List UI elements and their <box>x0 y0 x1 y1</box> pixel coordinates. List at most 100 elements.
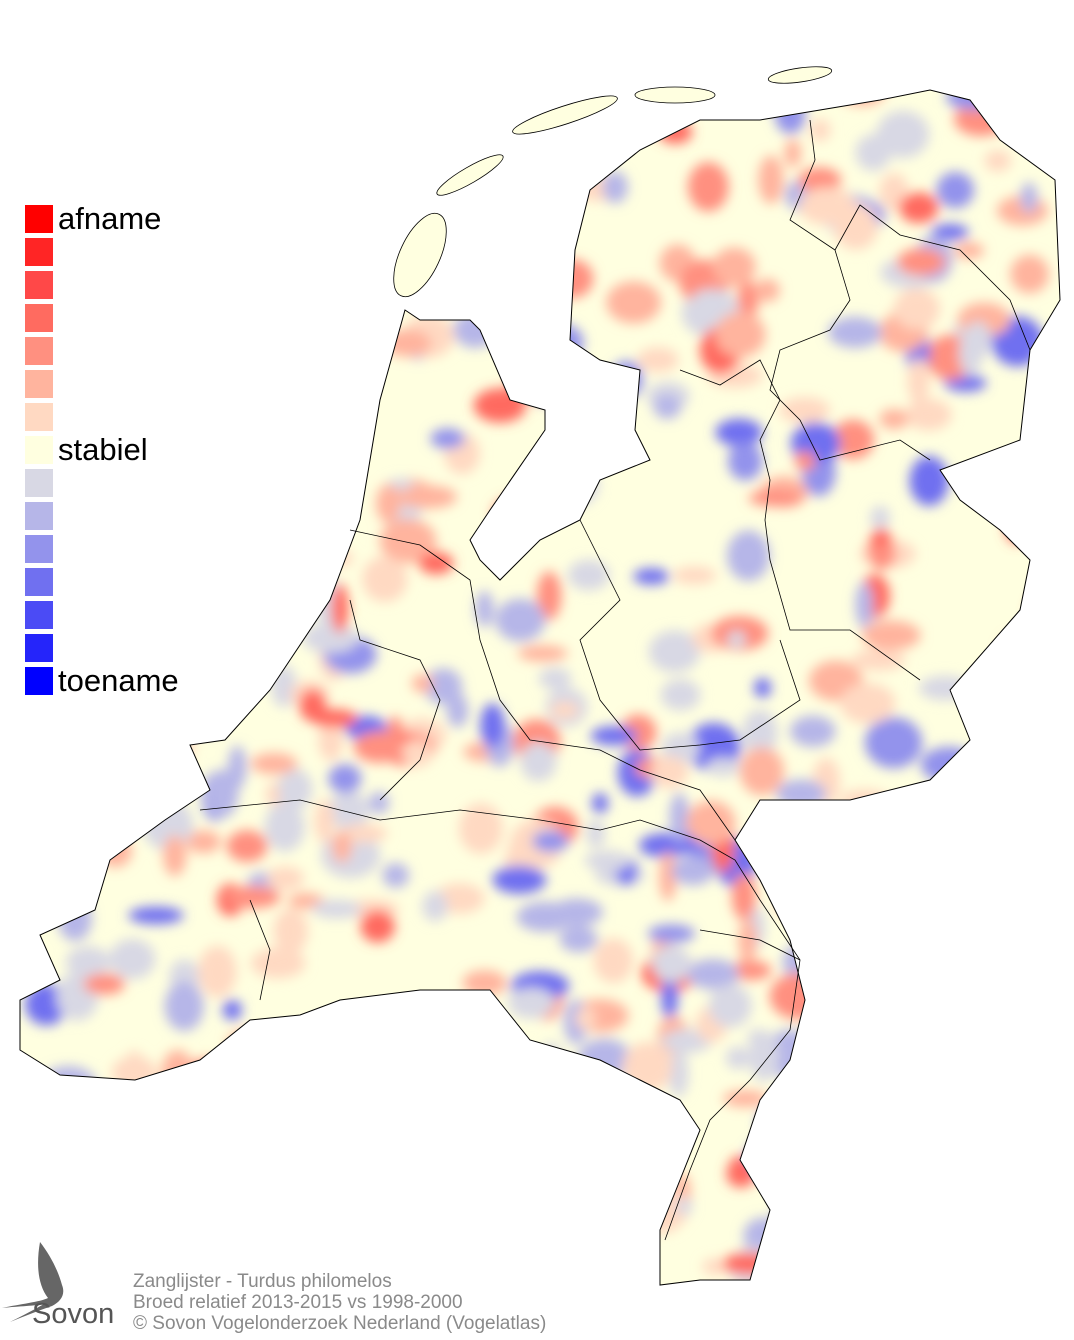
legend-label: toename <box>58 663 179 698</box>
trend-patch <box>871 544 897 567</box>
trend-patch <box>863 863 889 886</box>
trend-patch <box>855 581 874 628</box>
trend-patch <box>419 1019 464 1061</box>
trend-patch <box>905 398 952 431</box>
trend-patch <box>809 1223 829 1246</box>
trend-patch <box>100 358 145 385</box>
trend-patch <box>949 969 972 1017</box>
trend-patch <box>247 366 281 407</box>
trend-patch <box>20 763 71 803</box>
map-caption: Zanglijster - Turdus philomelos Broed re… <box>133 1271 546 1334</box>
trend-patch <box>712 247 756 287</box>
trend-patch <box>536 323 584 362</box>
trend-patch <box>195 338 218 367</box>
trend-patch <box>20 816 54 856</box>
trend-patch <box>161 1049 194 1098</box>
trend-patch <box>422 890 448 922</box>
trend-patch <box>754 278 780 303</box>
trend-patch <box>935 1201 972 1248</box>
trend-patch <box>316 175 337 215</box>
trend-patch <box>104 709 149 730</box>
trend-patch <box>314 799 335 843</box>
trend-patch <box>141 259 160 293</box>
trend-patch <box>507 987 556 1019</box>
trend-patch <box>1004 755 1051 782</box>
trend-patch <box>1028 644 1057 680</box>
trend-patch <box>789 715 836 747</box>
trend-patch <box>493 181 536 207</box>
trend-patch <box>1000 1128 1053 1179</box>
trend-patch <box>20 804 59 828</box>
trend-patch <box>20 808 35 852</box>
trend-patch <box>687 162 729 212</box>
trend-patch <box>784 138 802 168</box>
trend-patch <box>383 329 432 357</box>
trend-patch <box>661 732 700 764</box>
trend-patch <box>328 550 354 567</box>
trend-patch <box>568 1142 591 1167</box>
trend-patch <box>40 179 62 197</box>
trend-patch <box>591 792 609 814</box>
trend-patch <box>610 1222 640 1240</box>
trend-patch <box>1035 336 1060 376</box>
trend-patch <box>449 1040 505 1072</box>
trend-patch <box>862 1160 880 1205</box>
trend-patch <box>650 756 689 789</box>
trend-patch <box>196 1069 228 1122</box>
copyright: © Sovon Vogelonderzoek Nederland (Vogela… <box>133 1313 547 1334</box>
trend-patch <box>108 234 168 252</box>
trend-patch <box>310 708 358 728</box>
trend-patch <box>202 717 223 735</box>
trend-patch <box>169 715 195 767</box>
trend-patch <box>186 830 221 854</box>
trend-patch <box>705 757 740 777</box>
trend-patch <box>164 981 204 1032</box>
legend-swatch <box>25 634 53 662</box>
trend-patch <box>433 285 456 311</box>
trend-patch <box>440 1082 482 1133</box>
trend-patch <box>765 1256 790 1285</box>
trend-patch <box>114 576 174 604</box>
trend-patch <box>360 909 395 943</box>
trend-patch <box>26 743 84 761</box>
trend-patch <box>993 1228 1011 1278</box>
trend-patch <box>302 622 360 654</box>
trend-patch <box>762 1224 813 1248</box>
trend-patch <box>533 382 584 407</box>
trend-patch <box>672 566 717 585</box>
trend-patch <box>158 97 200 131</box>
trend-patch <box>776 779 827 809</box>
trend-patch <box>671 856 715 886</box>
trend-patch <box>999 630 1060 674</box>
trend-patch <box>567 559 610 591</box>
trend-patch <box>177 562 207 592</box>
trend-patch <box>239 394 262 439</box>
trend-patch <box>549 463 599 507</box>
trend-patch <box>798 187 857 226</box>
trend-patch <box>794 451 816 471</box>
trend-patch <box>896 1049 927 1083</box>
trend-patch <box>593 938 634 984</box>
trend-patch <box>913 848 947 878</box>
trend-patch <box>92 133 124 157</box>
trend-patch <box>353 731 406 763</box>
trend-patch <box>951 1127 1007 1176</box>
trend-patch <box>266 866 305 891</box>
trend-patch <box>307 1114 341 1152</box>
trend-patch <box>738 918 757 964</box>
trend-patch <box>886 1150 935 1187</box>
trend-patch <box>480 703 505 749</box>
trend-patch <box>343 284 374 316</box>
logo-text: Sovon <box>32 1298 115 1330</box>
trend-patch <box>282 499 335 534</box>
trend-patch <box>338 824 388 843</box>
trend-patch <box>109 938 156 980</box>
trend-patch <box>91 337 150 367</box>
trend-patch <box>144 556 193 608</box>
trend-patch <box>951 945 997 992</box>
trend-patch <box>1020 182 1038 214</box>
trend-patch <box>226 1030 270 1059</box>
trend-patch <box>828 316 882 348</box>
trend-patch <box>799 940 837 958</box>
trend-patch <box>1010 254 1049 294</box>
